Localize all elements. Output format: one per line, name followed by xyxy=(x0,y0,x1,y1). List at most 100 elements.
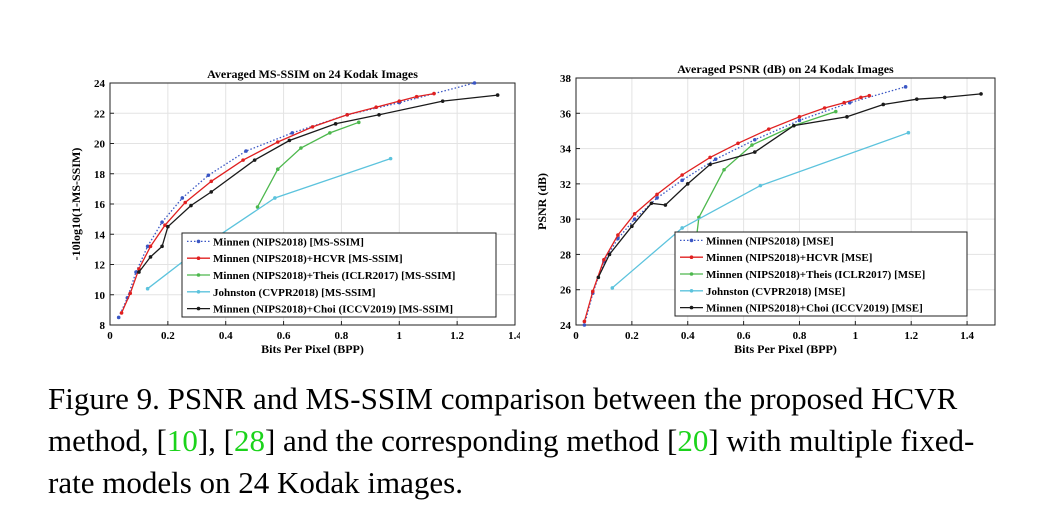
y-tick-label: 20 xyxy=(94,139,106,151)
caption-ref-1[interactable]: 10 xyxy=(166,423,198,458)
x-tick-label: 1.2 xyxy=(904,330,918,342)
data-point xyxy=(822,106,827,110)
data-point xyxy=(797,118,802,123)
data-point xyxy=(145,286,150,291)
y-tick-label: 24 xyxy=(94,78,106,90)
data-point xyxy=(607,252,612,257)
caption-ref-3[interactable]: 20 xyxy=(677,423,709,458)
data-point xyxy=(189,203,193,208)
legend-marker-3 xyxy=(196,290,201,294)
data-point xyxy=(333,122,338,126)
legend-label-4: Minnen (NIPS2018)+Choi (ICCV2019) [MS-SS… xyxy=(213,304,453,316)
y-tick-label: 32 xyxy=(560,179,572,191)
data-point xyxy=(708,155,712,160)
series-line-4 xyxy=(597,93,982,278)
data-point xyxy=(903,85,908,89)
data-point xyxy=(345,112,350,117)
data-point xyxy=(145,244,150,249)
legend-box xyxy=(181,232,497,318)
data-point xyxy=(582,323,587,327)
axes-frame xyxy=(575,77,996,326)
data-point xyxy=(119,311,124,315)
caption-text-2: ], [ xyxy=(197,423,234,458)
legend-label-1: Minnen (NIPS2018)+HCVR [MSE] xyxy=(706,252,872,264)
legend-marker-4 xyxy=(689,305,694,310)
data-point xyxy=(845,115,849,119)
chart-title: Averaged MS-SSIM on 24 Kodak Images xyxy=(207,67,418,81)
legend: Minnen (NIPS2018) [MS-SSIM] Minnen (NIPS2… xyxy=(181,232,497,318)
legend-label-3: Johnston (CVPR2018) [MSE] xyxy=(706,286,845,298)
legend-label-3: Johnston (CVPR2018) [MS-SSIM] xyxy=(213,287,376,299)
data-point xyxy=(310,125,315,129)
data-point xyxy=(241,158,245,162)
y-tick-label: 34 xyxy=(560,144,572,156)
data-point xyxy=(906,130,911,135)
x-tick-label: 1 xyxy=(853,330,859,342)
data-point xyxy=(160,220,164,224)
series-line-3 xyxy=(147,157,391,290)
data-point xyxy=(680,226,684,230)
data-point xyxy=(299,146,303,150)
data-point xyxy=(440,99,445,103)
x-tick-label: 0.4 xyxy=(219,330,233,342)
caption-text-1: Figure 9. PSNR and MS-SSIM comparison be… xyxy=(48,381,958,458)
x-tick-label: 1.2 xyxy=(450,330,464,342)
legend-marker-2 xyxy=(196,273,201,277)
caption-ref-2[interactable]: 28 xyxy=(233,423,265,458)
data-point xyxy=(842,100,846,105)
y-tick-label: 8 xyxy=(100,320,106,332)
data-point xyxy=(655,196,659,200)
data-point xyxy=(632,212,637,216)
legend: Minnen (NIPS2018) [MSE] Minnen (NIPS2018)… xyxy=(674,231,968,317)
data-point xyxy=(752,137,757,142)
x-tick-label: 0 xyxy=(107,330,113,342)
data-point xyxy=(713,157,718,161)
data-point xyxy=(209,190,214,194)
legend-box xyxy=(674,231,968,317)
data-point xyxy=(867,93,872,98)
legend-marker-3 xyxy=(689,289,694,293)
y-tick-label: 18 xyxy=(94,169,106,181)
data-point xyxy=(632,217,637,221)
data-point xyxy=(328,131,332,135)
y-tick-label: 36 xyxy=(560,108,572,120)
data-point xyxy=(616,233,620,237)
x-axis-label: Bits Per Pixel (BPP) xyxy=(734,342,837,356)
data-point xyxy=(273,196,277,200)
legend-label-0: Minnen (NIPS2018) [MS-SSIM] xyxy=(213,236,364,248)
y-tick-label: 38 xyxy=(560,73,572,85)
x-tick-label: 1.4 xyxy=(960,330,974,342)
data-point xyxy=(255,205,260,209)
x-tick-label: 1.4 xyxy=(508,330,520,342)
x-tick-label: 0.8 xyxy=(335,330,349,342)
data-point xyxy=(590,289,595,294)
data-point xyxy=(766,127,771,131)
data-point xyxy=(655,192,659,197)
legend-marker-1 xyxy=(689,255,694,259)
x-tick-label: 0.8 xyxy=(793,330,807,342)
caption-text-3: ] and the corresponding method [ xyxy=(264,423,678,458)
data-point xyxy=(414,94,419,99)
data-point xyxy=(881,102,886,107)
data-point xyxy=(166,224,170,229)
data-point xyxy=(137,270,141,274)
data-point xyxy=(472,81,477,85)
data-point xyxy=(630,224,634,228)
caption-text-4: ] with multiple fixed-rate models on 24 … xyxy=(48,423,975,500)
figure-caption: Figure 9. PSNR and MS-SSIM comparison be… xyxy=(48,378,1008,504)
x-tick-label: 0.4 xyxy=(681,330,695,342)
chart-title: Averaged PSNR (dB) on 24 Kodak Images xyxy=(677,62,894,76)
x-tick-label: 0.2 xyxy=(161,330,175,342)
data-point xyxy=(163,223,167,227)
data-point xyxy=(758,183,763,188)
legend-label-4: Minnen (NIPS2018)+Choi (ICCV2019) [MSE] xyxy=(706,303,923,315)
data-point xyxy=(722,167,726,172)
data-point xyxy=(942,95,947,100)
legend-label-2: Minnen (NIPS2018)+Theis (ICLR2017) [MSE] xyxy=(706,269,925,281)
legend-label-0: Minnen (NIPS2018) [MSE] xyxy=(706,235,834,247)
data-point xyxy=(244,149,248,153)
legend-marker-4 xyxy=(196,306,201,311)
data-point xyxy=(377,112,381,117)
legend-marker-2 xyxy=(689,272,694,276)
data-point xyxy=(582,319,587,324)
